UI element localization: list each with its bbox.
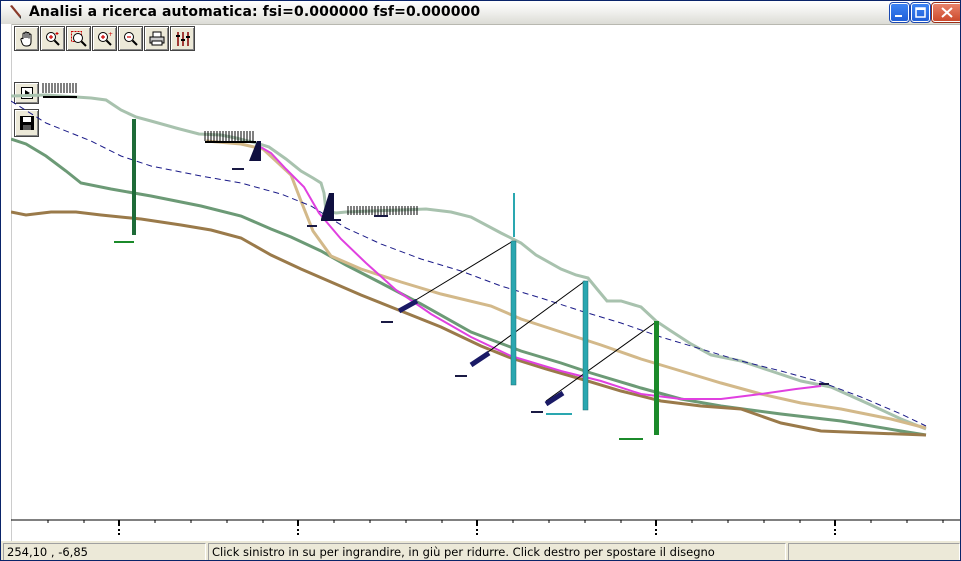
load-hatch-2 bbox=[204, 131, 256, 143]
maximize-button[interactable] bbox=[910, 2, 931, 23]
hand-icon bbox=[19, 31, 31, 46]
pile-1 bbox=[132, 119, 136, 235]
left-panel-edge bbox=[1, 24, 12, 541]
coordinates-readout: 254,10 , -6,85 bbox=[3, 543, 206, 560]
load-hatch-3 bbox=[347, 206, 418, 215]
pile-4 bbox=[654, 321, 659, 435]
close-button[interactable] bbox=[931, 2, 960, 23]
slope-drawing[interactable] bbox=[11, 53, 961, 541]
zoom-plus-icon: + bbox=[97, 31, 113, 46]
pencil-icon bbox=[10, 5, 21, 19]
water-table-line bbox=[11, 100, 927, 427]
zoom-plus-button[interactable]: + bbox=[92, 26, 117, 51]
title-bar[interactable]: Analisi a ricerca automatica: fsi=0.0000… bbox=[1, 1, 960, 25]
zoom-in-button[interactable] bbox=[40, 26, 65, 51]
status-hint: Click sinistro in su per ingrandire, in … bbox=[208, 543, 786, 560]
minimize-icon bbox=[895, 15, 902, 17]
pan-button[interactable] bbox=[14, 26, 39, 51]
toolbar: + bbox=[14, 26, 196, 52]
layers-icon bbox=[175, 31, 190, 46]
pile-3 bbox=[582, 280, 589, 411]
retaining-wall-2 bbox=[321, 193, 341, 221]
layers-button[interactable] bbox=[170, 26, 195, 51]
save-icon bbox=[19, 116, 34, 130]
save-button[interactable] bbox=[14, 109, 39, 137]
zoom-extents-icon bbox=[123, 31, 138, 46]
anchor-rod-1 bbox=[400, 240, 514, 310]
close-icon bbox=[941, 7, 953, 18]
green-layer-line bbox=[11, 137, 927, 437]
zoom-in-icon bbox=[45, 31, 60, 46]
anchor-plate-3 bbox=[544, 390, 565, 407]
anchor-rod-3 bbox=[545, 321, 657, 402]
x-axis-ticks bbox=[47, 520, 944, 535]
window-title: Analisi a ricerca automatica: fsi=0.0000… bbox=[29, 4, 481, 20]
pile-label-markers-teal bbox=[513, 193, 572, 415]
zoom-extents-button[interactable] bbox=[118, 26, 143, 51]
pile-2 bbox=[510, 240, 517, 386]
retaining-wall-1 bbox=[249, 141, 261, 161]
ground-surface-line bbox=[11, 93, 927, 431]
anchor-rod-2 bbox=[472, 280, 586, 364]
pile-label-markers bbox=[114, 241, 643, 440]
zoom-window-icon bbox=[70, 30, 87, 47]
small-markers bbox=[232, 168, 829, 413]
load-hatch-1 bbox=[42, 83, 77, 98]
print-button[interactable] bbox=[144, 26, 169, 51]
status-bar: 254,10 , -6,85 Click sinistro in su per … bbox=[1, 541, 960, 560]
svg-text:+: + bbox=[108, 31, 113, 38]
print-icon bbox=[149, 31, 164, 45]
zoom-window-button[interactable] bbox=[66, 26, 91, 51]
slip-surface-line bbox=[256, 144, 822, 400]
anchor-plate-2 bbox=[469, 350, 491, 368]
anchor-plate-1 bbox=[397, 298, 419, 314]
play-button[interactable] bbox=[14, 82, 39, 104]
status-extra-panel bbox=[788, 543, 960, 560]
minimize-button[interactable] bbox=[889, 2, 910, 23]
maximize-icon bbox=[915, 7, 926, 18]
